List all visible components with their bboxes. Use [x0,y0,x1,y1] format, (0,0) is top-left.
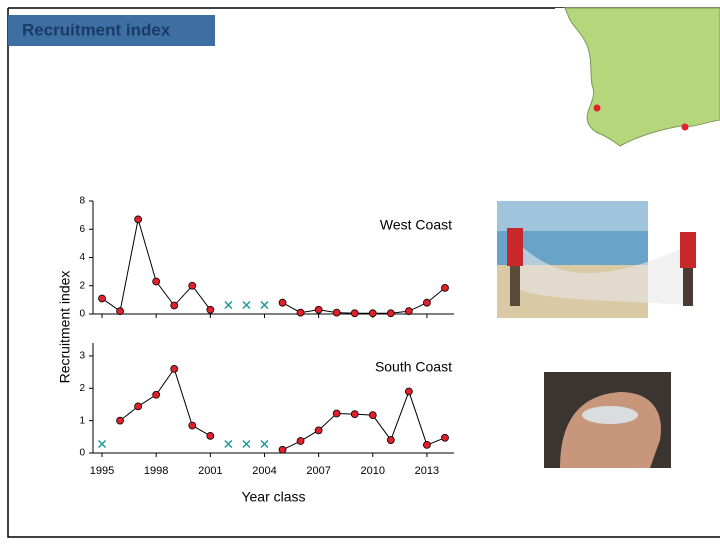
data-point [152,390,161,399]
data-point [332,308,341,317]
map [555,7,720,148]
data-point [296,308,305,317]
data-point [116,307,124,316]
data-point [441,433,449,442]
data-point [404,387,413,396]
no-data-marker [260,439,269,449]
data-point [278,298,287,307]
no-data-marker [260,300,269,310]
chart-title: West Coast [380,217,452,233]
data-point [134,215,143,224]
header-title: Recruitment index [22,20,171,39]
y-axis-label: Recruitment index [57,271,73,384]
x-tick-label: 1995 [90,465,114,477]
photo-beach [497,201,696,318]
x-tick-label: 2001 [198,465,222,477]
data-point [368,309,377,318]
x-tick-label: 2013 [415,465,439,477]
data-point [314,426,323,435]
data-point [386,309,395,318]
data-point [332,409,341,418]
no-data-marker [224,300,233,310]
data-point [368,411,377,420]
no-data-marker [242,300,251,310]
data-point [350,309,359,318]
data-point [314,305,323,314]
y-tick-label: 1 [79,415,85,426]
data-point [116,416,124,425]
data-point [170,364,179,373]
y-tick-label: 6 [79,224,85,235]
no-data-marker [224,439,233,449]
data-point [423,441,431,449]
data-point [98,294,106,303]
x-axis-label: Year class [241,489,305,505]
data-point [350,410,359,419]
x-tick-label: 1998 [144,465,168,477]
y-tick-label: 2 [79,280,85,291]
x-tick-label: 2007 [306,465,330,477]
no-data-marker [97,439,107,449]
data-point [423,298,431,307]
data-point [386,436,395,444]
data-point [206,431,215,440]
y-tick-label: 2 [79,383,85,394]
data-point [188,421,197,430]
data-point [296,437,305,445]
data-point [404,307,413,316]
data-point [206,305,215,314]
chart-title: South Coast [375,359,452,375]
data-point [134,402,143,411]
data-point [170,301,179,310]
no-data-marker [242,439,251,449]
data-point [441,283,449,292]
y-tick-label: 3 [79,351,85,362]
y-tick-label: 8 [79,196,85,207]
data-point [278,445,287,454]
y-tick-label: 4 [79,252,85,263]
header-box [8,15,215,46]
y-tick-label: 0 [79,448,85,459]
x-tick-label: 2010 [361,465,385,477]
y-tick-label: 0 [79,309,85,320]
data-point [188,281,197,290]
x-tick-label: 2004 [252,465,276,477]
data-point [152,277,161,286]
photo-fish [544,372,671,468]
